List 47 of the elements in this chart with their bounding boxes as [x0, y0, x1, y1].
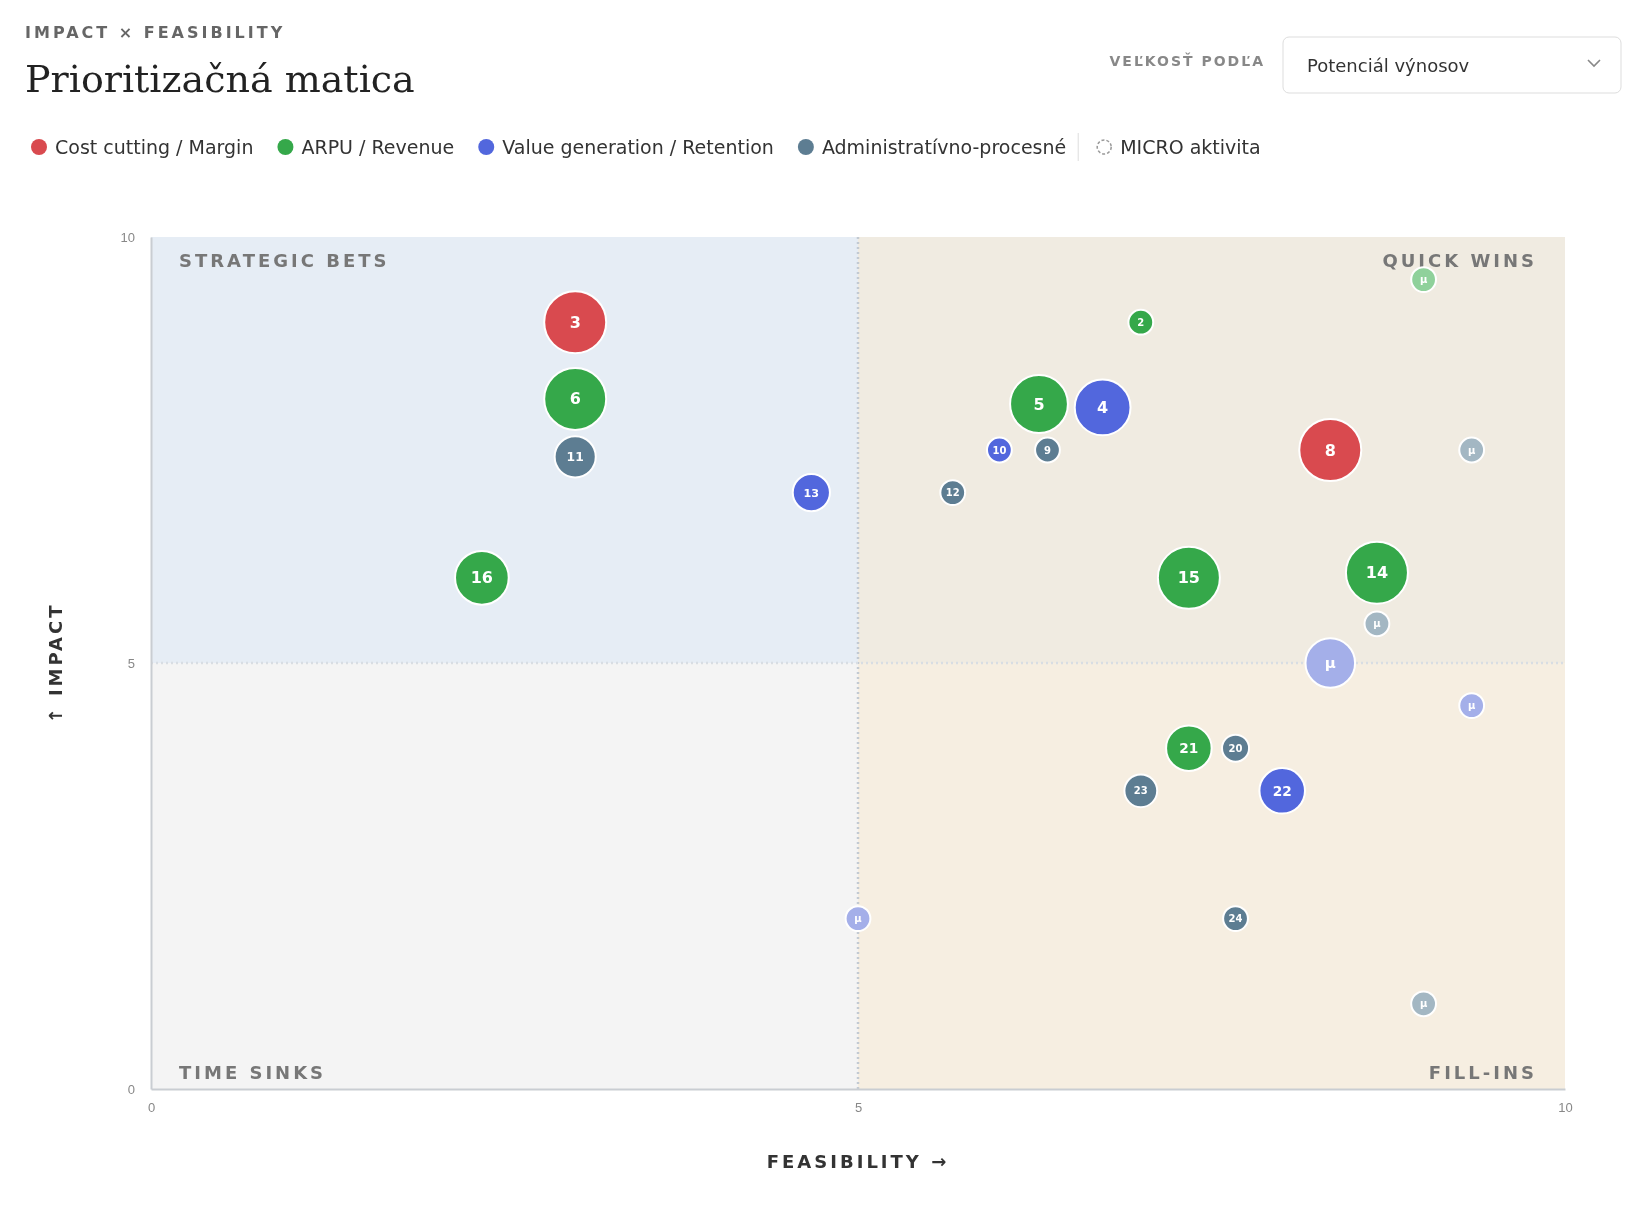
- annotation: 2: [1137, 316, 1145, 328]
- annotation: 10: [992, 444, 1007, 456]
- legend-label: Value generation / Retention: [502, 135, 774, 158]
- annotation: 3: [569, 312, 581, 332]
- annotation: 16: [470, 568, 494, 588]
- annotation: μ: [1419, 274, 1428, 286]
- annotation: 24: [1228, 913, 1243, 925]
- annotation: QUICK WINS: [1382, 250, 1537, 271]
- annotation: 11: [566, 450, 584, 465]
- legend-label: Administratívno-procesné: [821, 135, 1067, 158]
- annotation: 5: [1033, 394, 1045, 414]
- annotation: 20: [1228, 742, 1243, 754]
- x-tick-label: 10: [1558, 1100, 1573, 1116]
- y-tick-label: 10: [120, 229, 135, 245]
- legend-label: Cost cutting / Margin: [55, 135, 254, 158]
- annotation: FILL-INS: [1428, 1062, 1537, 1083]
- y-tick-label: 5: [127, 655, 135, 671]
- annotation: μ: [1324, 654, 1336, 673]
- annotation: 13: [803, 486, 820, 500]
- annotation: 12: [945, 487, 960, 499]
- annotation: 21: [1179, 739, 1199, 756]
- annotation: μ: [1468, 700, 1476, 712]
- annotation: 23: [1133, 785, 1148, 797]
- annotation: μ: [854, 913, 863, 925]
- y-axis-title: ↑ IMPACT: [45, 602, 66, 724]
- annotation: μ: [1419, 998, 1428, 1010]
- x-tick-label: 0: [147, 1100, 156, 1116]
- annotation: μ: [1373, 618, 1382, 630]
- annotation: μ: [1468, 444, 1476, 456]
- annotation: TIME SINKS: [179, 1062, 327, 1083]
- annotation: 14: [1365, 563, 1389, 583]
- chart-subtitle: IMPACT × FEASIBILITY: [25, 23, 286, 42]
- text: MICRO aktivita: [1120, 135, 1261, 158]
- y-tick-label: 0: [127, 1081, 135, 1097]
- text: Potenciál výnosov: [1307, 55, 1470, 76]
- annotation: 22: [1272, 782, 1292, 799]
- annotation: STRATEGIC BETS: [179, 250, 390, 271]
- legend-label: ARPU / Revenue: [301, 135, 455, 158]
- annotation: 6: [569, 389, 581, 409]
- chart-title: Prioritizačná matica: [25, 57, 415, 101]
- annotation: 8: [1324, 440, 1336, 460]
- x-axis-title: FEASIBILITY →: [766, 1151, 950, 1172]
- annotation: 15: [1177, 568, 1201, 588]
- annotation: 9: [1043, 444, 1051, 456]
- annotation: 4: [1097, 398, 1109, 417]
- text: VEĽKOSŤ PODĽA: [1109, 52, 1265, 69]
- x-tick-label: 5: [854, 1100, 863, 1116]
